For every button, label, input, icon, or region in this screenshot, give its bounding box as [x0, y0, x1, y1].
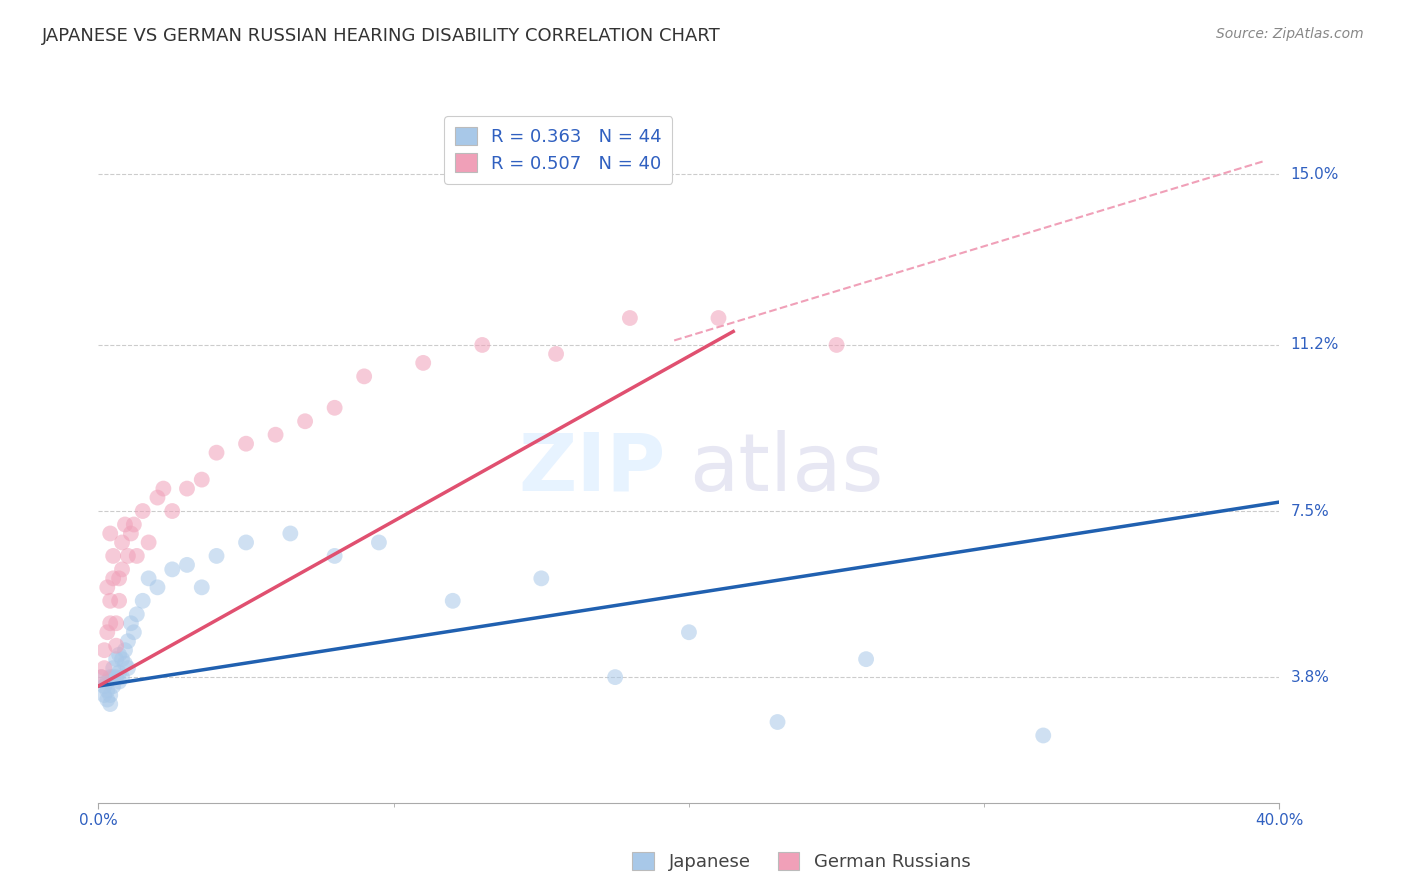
- Point: [471, 338, 494, 352]
- Point: [111, 670, 134, 684]
- Point: [678, 625, 700, 640]
- Point: [138, 535, 160, 549]
- Legend: Japanese, German Russians: Japanese, German Russians: [626, 845, 977, 879]
- Point: [412, 356, 434, 370]
- Point: [103, 549, 125, 563]
- Point: [825, 338, 848, 352]
- Point: [114, 657, 136, 671]
- Point: [93, 643, 115, 657]
- Point: [108, 665, 131, 680]
- Point: [205, 549, 228, 563]
- Point: [205, 445, 228, 459]
- Point: [111, 562, 134, 576]
- Point: [619, 311, 641, 326]
- Point: [108, 571, 131, 585]
- Point: [132, 594, 155, 608]
- Point: [117, 661, 139, 675]
- Point: [93, 679, 115, 693]
- Point: [96, 674, 118, 689]
- Text: 11.2%: 11.2%: [1291, 337, 1339, 352]
- Point: [96, 692, 118, 706]
- Point: [93, 661, 115, 675]
- Point: [111, 652, 134, 666]
- Point: [105, 639, 128, 653]
- Point: [176, 482, 198, 496]
- Point: [122, 517, 145, 532]
- Point: [98, 670, 121, 684]
- Point: [353, 369, 375, 384]
- Point: [96, 683, 118, 698]
- Point: [162, 562, 183, 576]
- Point: [191, 580, 214, 594]
- Point: [1032, 729, 1054, 743]
- Point: [294, 414, 316, 428]
- Point: [146, 491, 169, 505]
- Text: 3.8%: 3.8%: [1291, 670, 1330, 685]
- Point: [235, 436, 257, 450]
- Text: Source: ZipAtlas.com: Source: ZipAtlas.com: [1216, 27, 1364, 41]
- Point: [323, 549, 346, 563]
- Point: [105, 670, 128, 684]
- Text: 7.5%: 7.5%: [1291, 503, 1329, 518]
- Point: [707, 311, 730, 326]
- Point: [117, 549, 139, 563]
- Text: atlas: atlas: [689, 430, 883, 508]
- Point: [605, 670, 627, 684]
- Point: [117, 634, 139, 648]
- Point: [103, 679, 125, 693]
- Point: [103, 670, 125, 684]
- Point: [176, 558, 198, 572]
- Point: [544, 347, 567, 361]
- Point: [122, 625, 145, 640]
- Point: [105, 652, 128, 666]
- Point: [530, 571, 553, 585]
- Point: [114, 517, 136, 532]
- Point: [132, 504, 155, 518]
- Point: [191, 473, 214, 487]
- Text: ZIP: ZIP: [517, 430, 665, 508]
- Point: [120, 526, 142, 541]
- Point: [98, 616, 121, 631]
- Point: [108, 648, 131, 662]
- Text: JAPANESE VS GERMAN RUSSIAN HEARING DISABILITY CORRELATION CHART: JAPANESE VS GERMAN RUSSIAN HEARING DISAB…: [42, 27, 721, 45]
- Point: [96, 625, 118, 640]
- Point: [93, 688, 115, 702]
- Point: [90, 670, 112, 684]
- Point: [323, 401, 346, 415]
- Point: [766, 714, 789, 729]
- Point: [125, 549, 148, 563]
- Point: [152, 482, 174, 496]
- Point: [103, 661, 125, 675]
- Point: [278, 526, 302, 541]
- Point: [98, 526, 121, 541]
- Point: [108, 594, 131, 608]
- Point: [855, 652, 877, 666]
- Text: 15.0%: 15.0%: [1291, 167, 1339, 182]
- Point: [98, 594, 121, 608]
- Point: [114, 643, 136, 657]
- Point: [98, 697, 121, 711]
- Point: [264, 427, 287, 442]
- Point: [162, 504, 183, 518]
- Point: [368, 535, 391, 549]
- Point: [90, 670, 112, 684]
- Point: [138, 571, 160, 585]
- Point: [441, 594, 464, 608]
- Point: [105, 616, 128, 631]
- Point: [235, 535, 257, 549]
- Point: [103, 571, 125, 585]
- Point: [96, 580, 118, 594]
- Point: [108, 674, 131, 689]
- Point: [111, 535, 134, 549]
- Point: [98, 688, 121, 702]
- Legend: R = 0.363   N = 44, R = 0.507   N = 40: R = 0.363 N = 44, R = 0.507 N = 40: [444, 116, 672, 184]
- Point: [146, 580, 169, 594]
- Point: [125, 607, 148, 622]
- Point: [120, 616, 142, 631]
